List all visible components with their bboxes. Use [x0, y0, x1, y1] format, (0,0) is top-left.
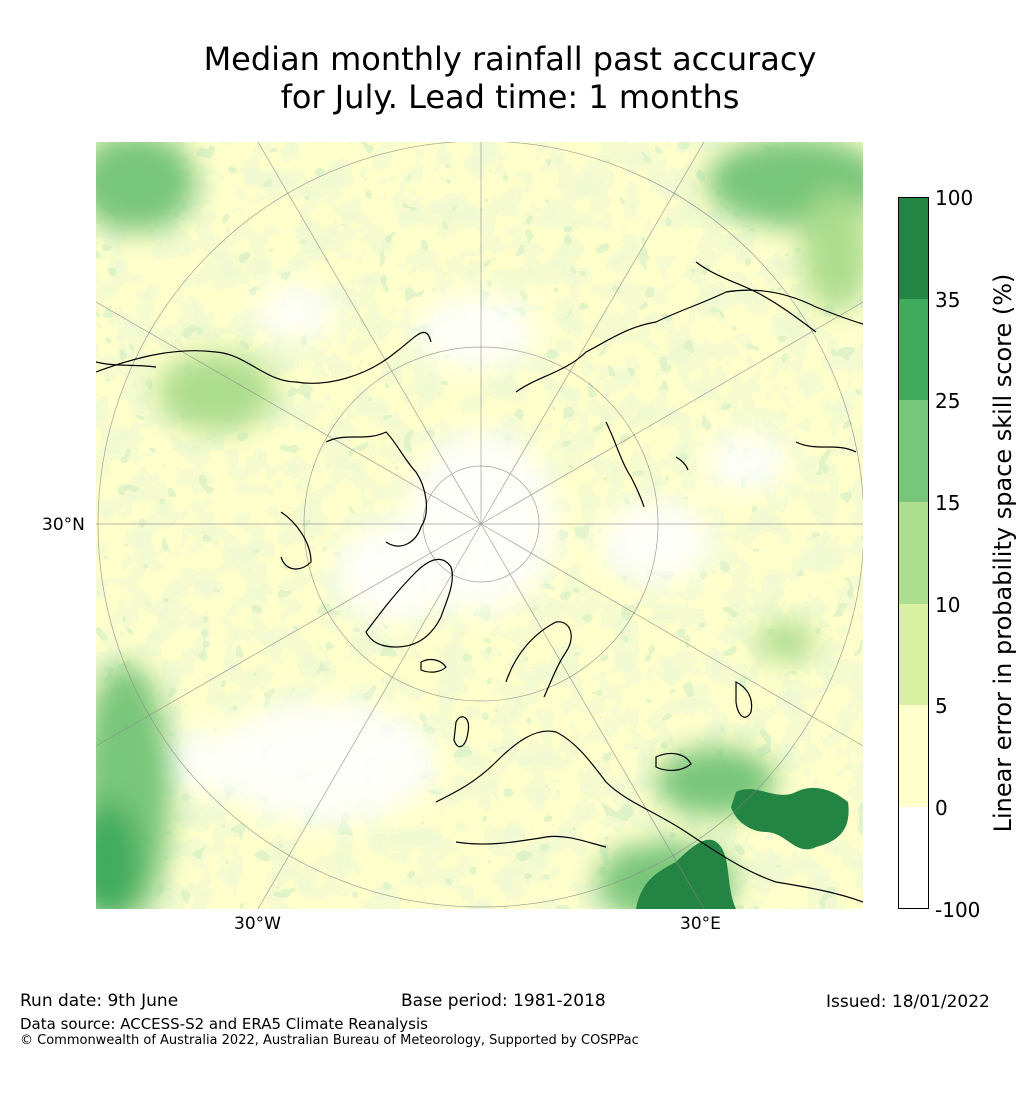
coast-taymyr	[695, 261, 817, 333]
colorbar-bin-5-10	[898, 604, 929, 705]
title-line-1: Median monthly rainfall past accuracy	[203, 40, 817, 78]
colorbar-frame	[898, 197, 929, 909]
base-period: Base period: 1981-2018	[401, 991, 606, 1011]
coast-alaska	[96, 361, 157, 368]
colorbar-tick-15: 15	[935, 491, 961, 515]
top-skill-area-east	[731, 787, 849, 850]
colorbar-tick-5: 5	[935, 694, 948, 718]
coast-mediterranean	[455, 835, 607, 848]
colorbar-tick-25: 25	[935, 389, 961, 413]
colorbar-label: Linear error in probability space skill …	[989, 273, 1017, 833]
colorbar-tick-35: 35	[935, 288, 961, 312]
colorbar-bin-35-100	[898, 197, 929, 299]
coast-europe	[435, 730, 863, 903]
coast-iceland	[420, 658, 447, 673]
data-source: Data source: ACCESS-S2 and ERA5 Climate …	[20, 1015, 428, 1033]
colorbar-bin-15-25	[898, 400, 929, 502]
colorbar-bin-10-15	[898, 502, 929, 604]
issued-date: Issued: 18/01/2022	[826, 992, 990, 1012]
coast-north-america-arctic	[96, 331, 432, 384]
colorbar-bin-25-35	[898, 299, 929, 400]
copyright: © Commonwealth of Australia 2022, Austra…	[20, 1033, 639, 1048]
colorbar	[898, 197, 929, 909]
coast-east-siberia	[795, 441, 857, 453]
low-skill-areas	[156, 287, 786, 822]
title-line-2: for July. Lead time: 1 months	[280, 78, 740, 116]
colorbar-tick-0: 0	[935, 796, 948, 820]
colorbar-bin-0-5	[898, 705, 929, 807]
label-lon-30e: 30°E	[680, 914, 721, 934]
label-lon-30w: 30°W	[234, 914, 281, 934]
coast-greenland	[365, 558, 453, 648]
run-date: Run date: 9th June	[20, 991, 179, 1011]
top-skill-area-south	[636, 839, 736, 909]
label-lat-30n: 30°N	[42, 515, 85, 535]
coast-british-isles	[453, 716, 470, 748]
coast-eurasia-arctic	[515, 289, 863, 393]
polar-map	[96, 142, 863, 909]
coastlines	[96, 261, 863, 903]
coast-lake	[675, 456, 689, 471]
coast-novaya-zemlya	[605, 421, 645, 508]
longitude-lines	[96, 142, 863, 909]
coast-caspian	[735, 681, 753, 718]
coast-hudson-bay	[280, 511, 312, 570]
colorbar-tick-10: 10	[935, 593, 961, 617]
colorbar-bin-neg100-0	[898, 807, 929, 909]
colorbar-tick-neg100: -100	[935, 898, 981, 922]
page-title: Median monthly rainfall past accuracy fo…	[0, 40, 1020, 116]
coast-canadian-islands	[325, 431, 428, 547]
map-panel	[96, 142, 863, 909]
coast-norway	[505, 621, 572, 698]
coast-black-sea	[655, 752, 692, 771]
colorbar-tick-100: 100	[935, 186, 974, 210]
